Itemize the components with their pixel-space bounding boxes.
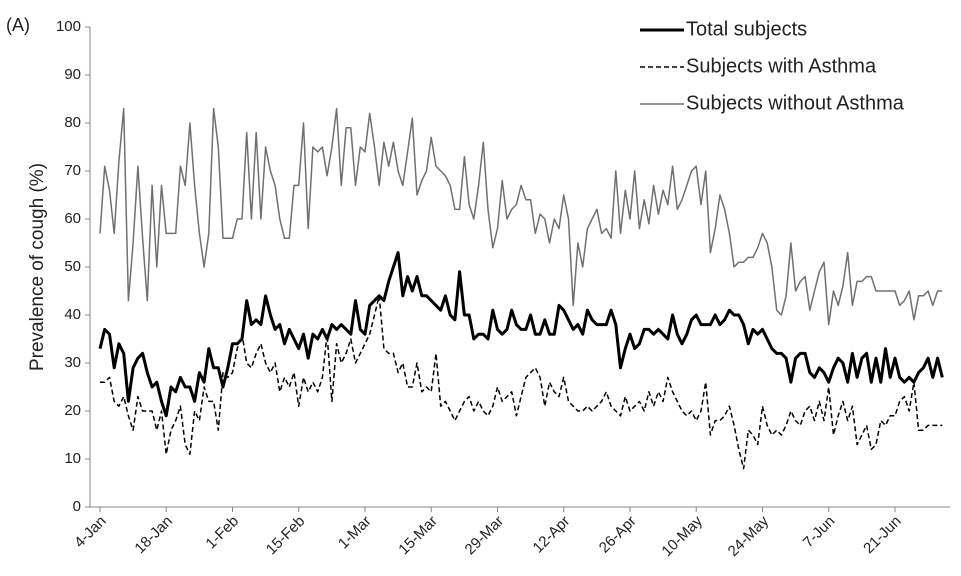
y-tick-label: 90 [64, 66, 81, 83]
y-tick-label: 60 [64, 210, 81, 227]
y-tick-label: 10 [64, 450, 81, 467]
x-tick-label: 15-Mar [395, 513, 441, 559]
x-tick-label: 29-Mar [462, 513, 508, 559]
y-tick-label: 70 [64, 162, 81, 179]
legend-label: Subjects without Asthma [686, 92, 905, 114]
x-tick-label: 7-Jun [800, 513, 839, 552]
y-axis-label: Prevalence of cough (%) [27, 163, 48, 371]
x-tick-label: 10-May [658, 512, 706, 560]
x-tick-label: 21-Jun [860, 513, 904, 557]
y-tick-label: 40 [64, 306, 81, 323]
x-tick-label: 1-Feb [202, 513, 242, 553]
y-tick-label: 20 [64, 402, 81, 419]
y-tick-label: 0 [73, 498, 81, 515]
panel-label: (A) [6, 15, 30, 35]
x-tick-label: 18-Jan [131, 513, 175, 557]
series-line [99, 107, 943, 326]
series-line [98, 251, 944, 418]
x-tick-label: 1-Mar [335, 513, 375, 553]
legend-label: Subjects with Asthma [686, 55, 877, 77]
y-tick-label: 50 [64, 258, 81, 275]
x-tick-label: 4-Jan [71, 513, 110, 552]
x-tick-label: 12-Apr [530, 513, 574, 557]
y-tick-label: 30 [64, 354, 81, 371]
x-tick-label: 15-Feb [263, 513, 309, 559]
series-line [100, 295, 943, 470]
x-tick-label: 24-May [725, 512, 773, 560]
y-tick-label: 80 [64, 114, 81, 131]
legend-label: Total subjects [686, 18, 807, 40]
x-tick-label: 26-Apr [596, 513, 640, 557]
y-tick-label: 100 [56, 18, 81, 35]
